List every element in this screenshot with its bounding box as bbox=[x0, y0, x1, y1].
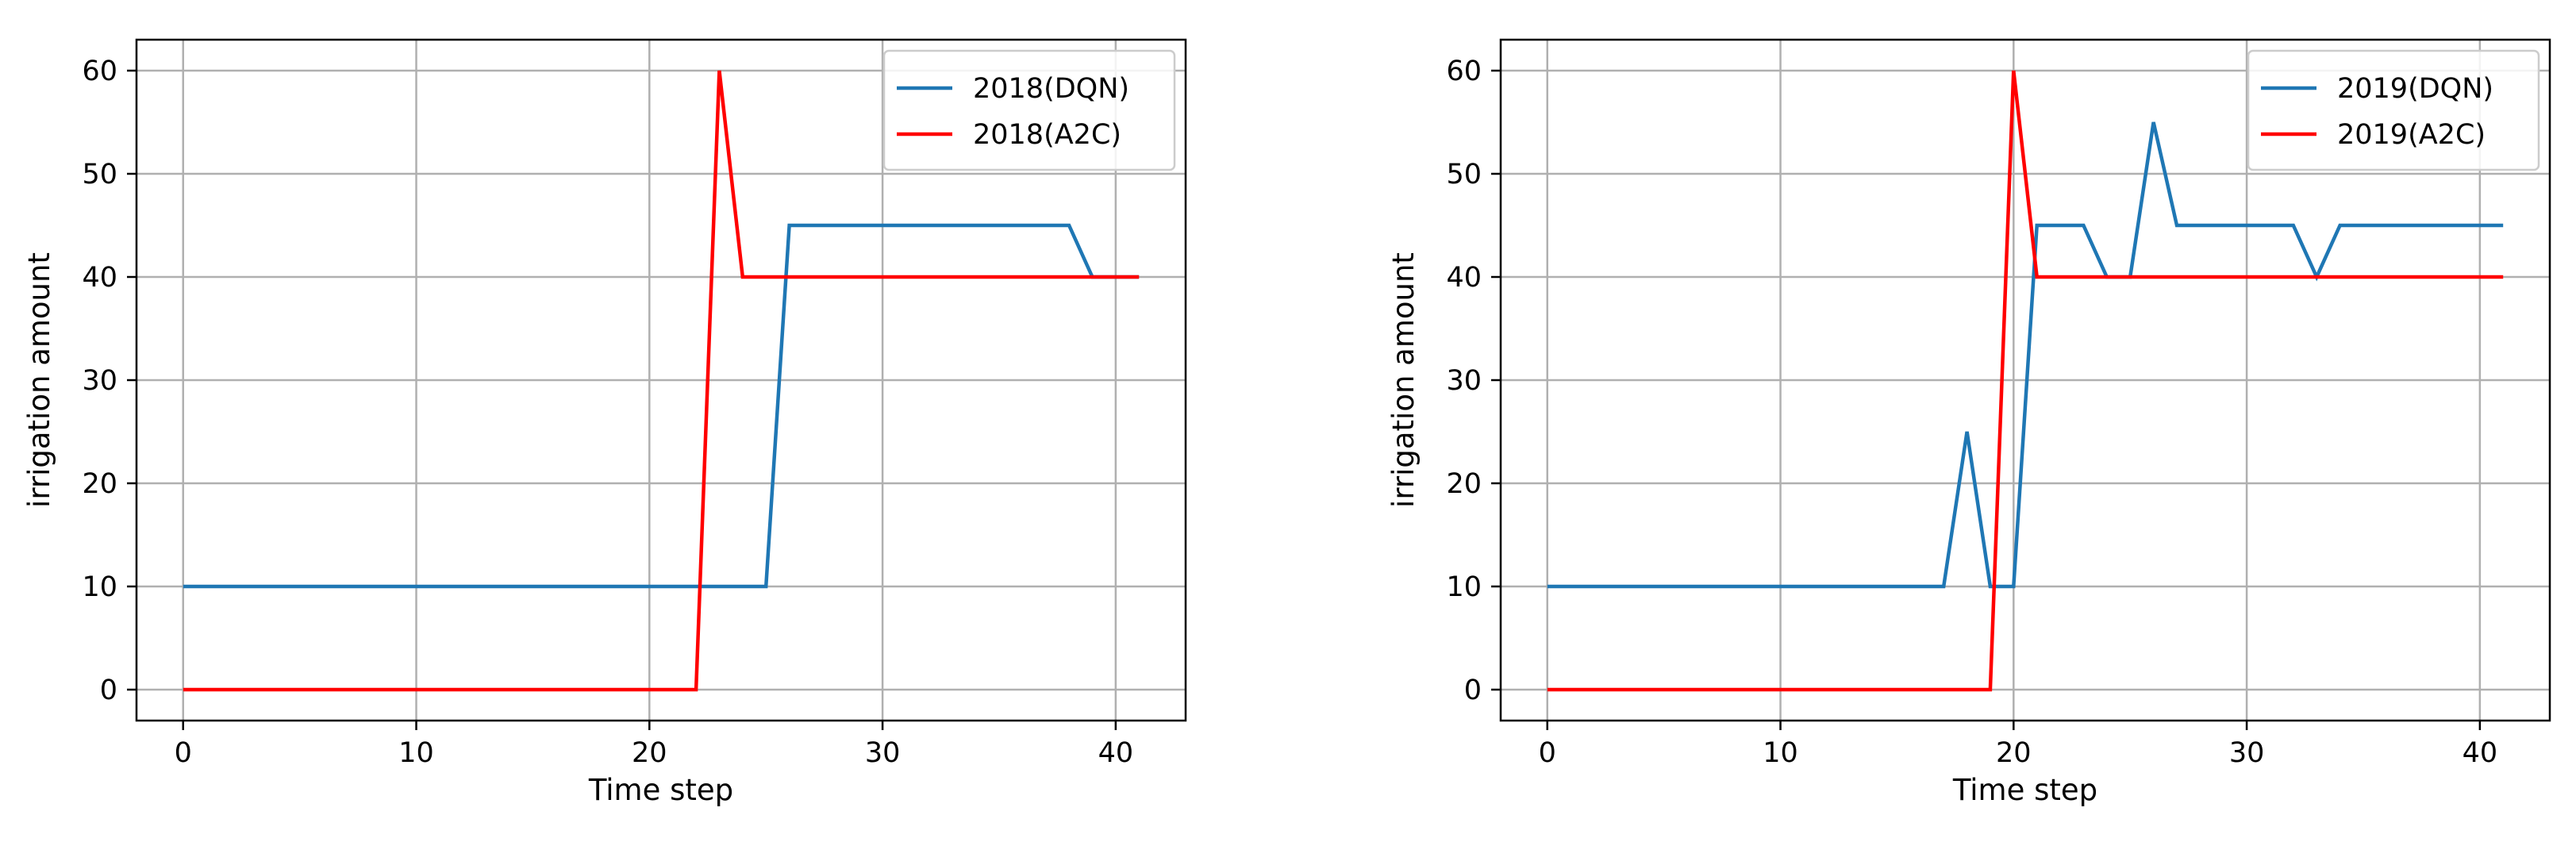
y-tick-label: 10 bbox=[82, 571, 117, 603]
y-tick-label: 60 bbox=[1446, 56, 1482, 87]
series-line-2018(A2C) bbox=[183, 70, 1140, 692]
y-tick-label: 20 bbox=[1446, 468, 1482, 500]
y-axis-label: irrigation amount bbox=[22, 252, 56, 508]
y-tick-label: 50 bbox=[82, 159, 117, 190]
x-tick-label: 0 bbox=[175, 737, 192, 769]
y-tick-label: 40 bbox=[1446, 262, 1482, 294]
y-tick-label: 10 bbox=[1446, 571, 1482, 603]
x-tick-label: 40 bbox=[2463, 737, 2498, 769]
legend-box bbox=[882, 49, 1176, 171]
x-tick-label: 0 bbox=[1539, 737, 1556, 769]
series-line-2019(A2C) bbox=[1547, 70, 2504, 692]
x-tick-label: 20 bbox=[632, 737, 667, 769]
x-tick-label: 30 bbox=[2229, 737, 2265, 769]
x-tick-label: 10 bbox=[398, 737, 434, 769]
legend-label: 2018(DQN) bbox=[973, 73, 1129, 105]
chart-panel-2: 0 10 20 30 40 0 10 20 30 40 50 60 Time step irrigatio… bbox=[1386, 38, 2551, 807]
chart-panel-1: 0 10 20 30 40 0 10 20 30 40 50 60 Time step irrigatio… bbox=[22, 38, 1187, 807]
legend-box bbox=[2247, 49, 2540, 171]
y-tick-label: 40 bbox=[82, 262, 117, 294]
y-tick-label: 0 bbox=[100, 675, 117, 706]
x-tick-label: 20 bbox=[1996, 737, 2032, 769]
legend-label: 2018(A2C) bbox=[973, 119, 1121, 151]
y-tick-label: 60 bbox=[82, 56, 117, 87]
series-line-2018(DQN) bbox=[183, 223, 1140, 589]
x-axis-label: Time step bbox=[588, 773, 733, 807]
legend: 2019(DQN) 2019(A2C) bbox=[2247, 49, 2540, 171]
y-tick-label: 50 bbox=[1446, 159, 1482, 190]
y-tick-label: 20 bbox=[82, 468, 117, 500]
legend-label: 2019(A2C) bbox=[2337, 119, 2486, 151]
series-line-2019(DQN) bbox=[1547, 121, 2504, 589]
y-axis-label: irrigation amount bbox=[1386, 252, 1421, 508]
legend-label: 2019(DQN) bbox=[2337, 73, 2493, 105]
x-axis-label: Time step bbox=[1952, 773, 2097, 807]
x-tick-label: 30 bbox=[865, 737, 901, 769]
x-tick-label: 40 bbox=[1098, 737, 1134, 769]
y-tick-label: 0 bbox=[1464, 675, 1482, 706]
y-tick-label: 30 bbox=[1446, 365, 1482, 397]
y-tick-label: 30 bbox=[82, 365, 117, 397]
legend: 2018(DQN) 2018(A2C) bbox=[882, 49, 1176, 171]
x-tick-label: 10 bbox=[1763, 737, 1798, 769]
